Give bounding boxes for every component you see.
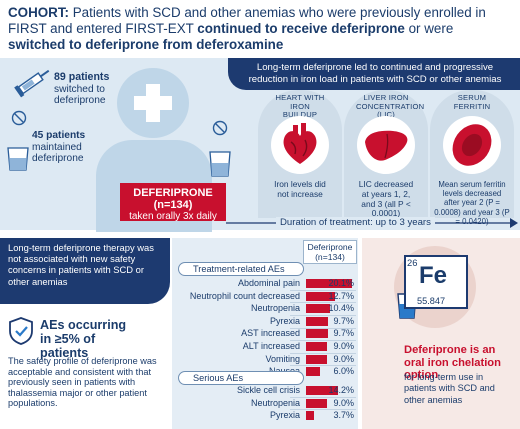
ae-row-label: Neutrophil count decreased [189, 290, 300, 301]
ae-heading: AEs occurring in ≥5% of patients [40, 318, 127, 360]
ae-section-serious: Serious AEs [178, 371, 304, 385]
ae-row-divider [290, 340, 356, 342]
ferritin-card-title: SERUM FERRITIN [453, 93, 491, 111]
heart-card-title: HEART WITH IRON BUILDUP [275, 93, 325, 120]
ae-row: AST increased 9.7% [200, 328, 356, 339]
ae-column-header: Deferiprone (n=134) [303, 240, 357, 264]
heart-card-text: Iron levels did not increase [274, 179, 326, 199]
switched-label: switched to deferiprone [54, 83, 106, 107]
iron-body: for long-term use in patients with SCD a… [404, 372, 495, 405]
ae-row-value: 20.1% [328, 278, 354, 288]
drug-name: DEFERIPRONE [133, 187, 213, 199]
duration-label: Duration of treatment: up to 3 years [276, 217, 435, 228]
ae-section-treatment-related: Treatment-related AEs [178, 262, 304, 276]
safety-banner: Long-term deferiprone therapy was not as… [0, 238, 170, 304]
ae-row: Sickle cell crisis 14.2% [200, 385, 356, 396]
ae-row-value: 6.0% [333, 366, 354, 377]
drug-n: (n=134) [153, 199, 193, 211]
ae-row-label: Abdominal pain [237, 278, 300, 288]
maintained-label: maintained deferiprone [32, 141, 84, 165]
ae-row-divider [290, 396, 356, 398]
ae-row-label: Pyrexia [269, 410, 300, 421]
ae-row-bar [306, 279, 352, 288]
ae-row: Neutrophil count decreased 12.7% [190, 290, 356, 302]
safety-body: The safety profile of deferiprone was ac… [8, 356, 157, 409]
syringe-icon [14, 69, 50, 98]
ae-row-label: Vomiting [265, 353, 300, 364]
cohort-text-1: Patients with SCD and other anemias who … [8, 5, 486, 36]
liver-card-text: LIC decreased at years 1, 2, and 3 (all … [358, 179, 414, 219]
ae-row-value: 10.4% [328, 303, 354, 314]
heart-icon [271, 116, 329, 174]
iron-atomic-number: 26 [407, 257, 418, 268]
ae-row-divider [290, 365, 356, 367]
shield-check-icon [9, 317, 33, 345]
iron-atomic-mass: 55.847 [417, 296, 446, 306]
no-symbol-icon-right [212, 120, 228, 136]
medicine-cup-icon [7, 147, 29, 171]
ae-row: Neutropenia 10.4% [200, 303, 356, 314]
ae-row-bar [306, 304, 330, 314]
ae-row-value: 9.0% [333, 353, 354, 364]
drug-dosing: taken orally 3x daily [129, 211, 217, 222]
cohort-bold-2: switched to deferiprone from deferoxamin… [8, 37, 284, 52]
maintained-count: 45 patients [32, 130, 86, 141]
ae-row-bar [306, 329, 329, 339]
cohort-text-2: or were [404, 21, 454, 36]
ae-row-divider [290, 315, 356, 316]
ae-row-divider [290, 289, 356, 291]
red-blood-cell-icon [443, 116, 501, 174]
ae-row-label: Neutropenia [250, 303, 300, 314]
ae-row-bar [306, 342, 327, 351]
ae-row: Pyrexia 3.7% [200, 410, 356, 421]
cohort-description: COHORT: Patients with SCD and other anem… [0, 0, 520, 58]
ae-row-bar [306, 291, 336, 301]
no-symbol-icon [11, 110, 27, 126]
ae-row-value: 3.7% [333, 410, 354, 421]
ae-row-bar [306, 354, 327, 364]
switched-count: 89 patients [54, 71, 110, 83]
ae-row-label: AST increased [241, 328, 300, 339]
ae-row-divider [290, 302, 356, 304]
iron-heading: Deferiprone is an oral iron chelation op… [404, 344, 501, 382]
ae-row-value: 9.7% [333, 328, 354, 339]
ae-row-divider [290, 352, 356, 354]
deferiprone-box: DEFERIPRONE (n=134) taken orally 3x daily [120, 183, 226, 222]
liver-icon [357, 116, 415, 174]
ae-row-value: 9.7% [333, 315, 354, 326]
ae-row-value: 12.7% [328, 290, 354, 301]
ae-row-label: Pyrexia [269, 315, 300, 326]
ae-row: Neutropenia 9.0% [200, 398, 356, 409]
ae-row: Vomiting 9.0% [200, 354, 356, 365]
ae-row-bar [306, 316, 329, 326]
liver-card-title: LIVER IRON CONCENTRATION (LIC) [356, 93, 425, 120]
efficacy-banner: Long-term deferiprone led to continued a… [228, 58, 520, 90]
ae-row-bar [306, 367, 320, 377]
cohort-bold-1: continued to receive deferiprone [197, 21, 405, 36]
ae-row-value: 14.2% [328, 385, 354, 395]
ferritin-card-text: Mean serum ferritin levels decreased aft… [434, 180, 510, 226]
ae-row-bar [306, 386, 339, 395]
ae-row-label: Sickle cell crisis [236, 385, 300, 395]
ae-row-value: 9.0% [333, 341, 354, 351]
ae-row-bar [306, 411, 315, 421]
ae-row-bar [306, 398, 327, 408]
ae-row-label: ALT increased [242, 341, 300, 351]
cohort-label: COHORT: [8, 5, 69, 20]
patient-head-icon [117, 68, 189, 138]
ae-row-divider [290, 327, 356, 329]
ae-row: Pyrexia 9.7% [200, 316, 356, 327]
iron-symbol: Fe [419, 262, 448, 289]
ae-row: ALT increased 9.0% [200, 341, 356, 352]
ae-row: Abdominal pain 20.1% [200, 278, 356, 289]
ae-row-label: Neutropenia [250, 397, 300, 408]
maintained-group: 45 patients maintained deferiprone [32, 130, 88, 165]
medicine-cup-icon-right [209, 151, 231, 177]
iron-element-tile [404, 255, 468, 309]
switched-group: 89 patients switched to deferiprone [54, 71, 116, 107]
ae-row-divider [290, 409, 356, 411]
ae-row-value: 9.0% [333, 397, 354, 408]
